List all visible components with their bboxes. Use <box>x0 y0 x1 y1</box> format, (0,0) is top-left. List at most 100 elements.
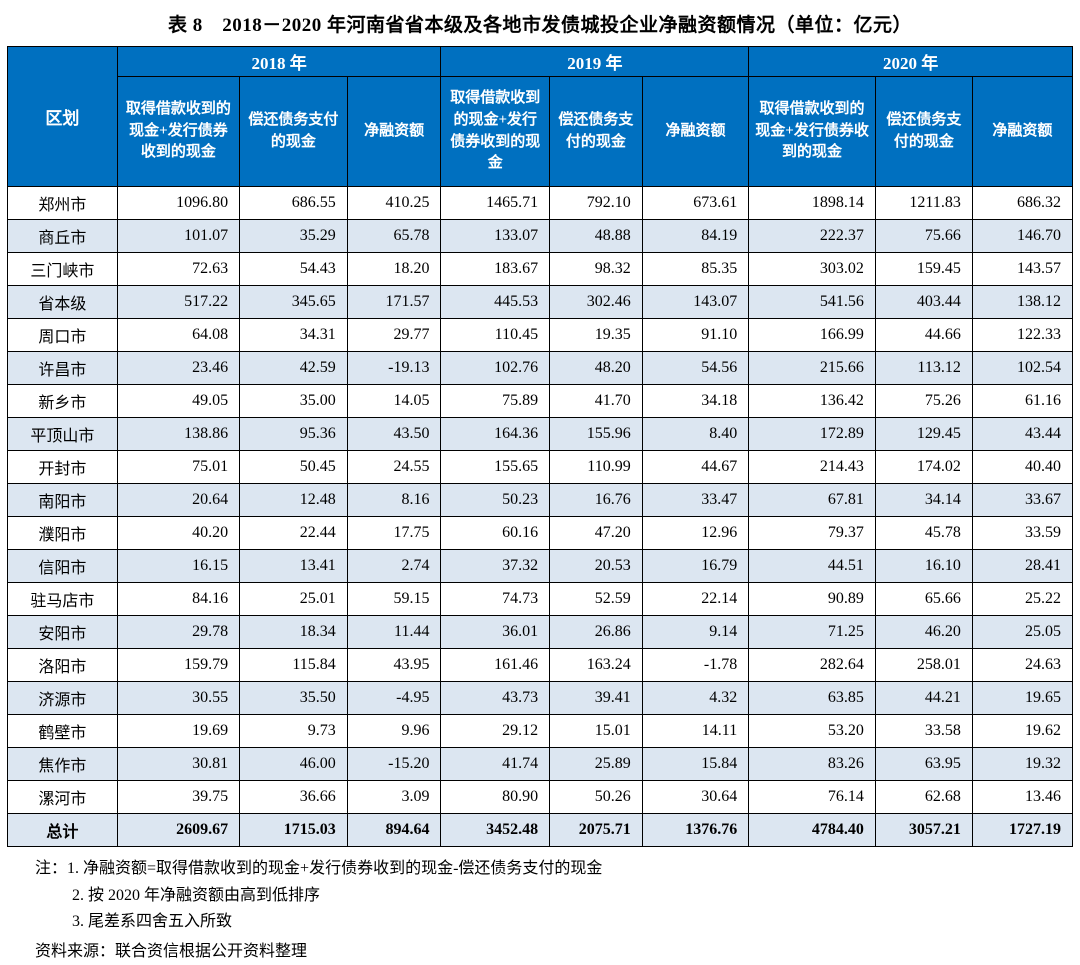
value-cell: 65.66 <box>874 582 973 616</box>
table-row: 郑州市 1096.80 686.55 410.25 1465.71 792.10 673.6… <box>7 186 1074 220</box>
value-cell: 53.20 <box>748 714 876 748</box>
value-cell: 25.01 <box>239 582 348 616</box>
region-cell: 焦作市 <box>7 747 118 781</box>
value-cell: 43.95 <box>346 648 442 682</box>
value-cell: 4.32 <box>641 681 750 715</box>
value-cell: 24.55 <box>346 450 442 484</box>
value-cell: 75.66 <box>874 219 973 253</box>
value-cell: 47.20 <box>549 516 643 550</box>
table-row: 周口市 64.08 34.31 29.77 110.45 19.35 91.10 166.99… <box>7 318 1074 352</box>
column-header-2019-cash-in: 取得借款收到的现金+发行债券收到的现金 <box>440 76 551 187</box>
table-row: 三门峡市 72.63 54.43 18.20 183.67 98.32 85.35 303.0… <box>7 252 1074 286</box>
value-cell: 155.65 <box>440 450 551 484</box>
value-cell: 54.43 <box>239 252 348 286</box>
value-cell: 115.84 <box>239 648 348 682</box>
region-cell: 郑州市 <box>7 186 118 220</box>
value-cell: 17.75 <box>346 516 442 550</box>
table-row: 焦作市 30.81 46.00 -15.20 41.74 25.89 15.84 83.26 6… <box>7 747 1074 781</box>
value-cell: 44.21 <box>874 681 973 715</box>
value-cell: 65.78 <box>346 219 442 253</box>
value-cell: -15.20 <box>346 747 442 781</box>
table-row: 南阳市 20.64 12.48 8.16 50.23 16.76 33.47 67.81 34.… <box>7 483 1074 517</box>
value-cell: 1715.03 <box>239 813 348 847</box>
value-cell: 136.42 <box>748 384 876 418</box>
region-cell: 漯河市 <box>7 780 118 814</box>
value-cell: 16.15 <box>116 549 241 583</box>
value-cell: 166.99 <box>748 318 876 352</box>
value-cell: 1211.83 <box>874 186 973 220</box>
value-cell: 59.15 <box>346 582 442 616</box>
region-cell: 信阳市 <box>7 549 118 583</box>
value-cell: 541.56 <box>748 285 876 319</box>
value-cell: 71.25 <box>748 615 876 649</box>
table-row: 濮阳市 40.20 22.44 17.75 60.16 47.20 12.96 79.37 45… <box>7 516 1074 550</box>
value-cell: 122.33 <box>971 318 1074 352</box>
value-cell: 46.00 <box>239 747 348 781</box>
value-cell: 15.84 <box>641 747 750 781</box>
value-cell: 34.18 <box>641 384 750 418</box>
region-cell: 省本级 <box>7 285 118 319</box>
value-cell: 35.00 <box>239 384 348 418</box>
note-item-3: 3. 尾差系四舍五入所致 <box>72 913 233 931</box>
value-cell: 19.65 <box>971 681 1074 715</box>
value-cell: 36.66 <box>239 780 348 814</box>
column-header-2018-cash-in: 取得借款收到的现金+发行债券收到的现金 <box>116 76 241 187</box>
value-cell: 44.51 <box>748 549 876 583</box>
table-row: 开封市 75.01 50.45 24.55 155.65 110.99 44.67 214.4… <box>7 450 1074 484</box>
total-row: 总计 2609.67 1715.03 894.64 3452.48 2075.71 1376… <box>7 813 1074 847</box>
value-cell: 222.37 <box>748 219 876 253</box>
value-cell: 61.16 <box>971 384 1074 418</box>
value-cell: 84.16 <box>116 582 241 616</box>
table-header: 区划 2018 年 2019 年 2020 年 取得借款收到的现金+发行债券收到… <box>7 46 1074 187</box>
year-header-row: 区划 2018 年 2019 年 2020 年 <box>7 46 1073 187</box>
table-row: 省本级 517.22 345.65 171.57 445.53 302.46 143.07 5… <box>7 285 1074 319</box>
value-cell: 22.44 <box>239 516 348 550</box>
value-cell: 19.32 <box>971 747 1074 781</box>
note-item-2: 2. 按 2020 年净融资额由高到低排序 <box>72 886 321 904</box>
value-cell: 102.54 <box>971 351 1074 385</box>
value-cell: 25.05 <box>971 615 1074 649</box>
value-cell: 1465.71 <box>440 186 551 220</box>
table-row: 漯河市 39.75 36.66 3.09 80.90 50.26 30.64 76.14 62.… <box>7 780 1074 814</box>
value-cell: 39.41 <box>549 681 643 715</box>
value-cell: 3452.48 <box>440 813 551 847</box>
region-cell: 总计 <box>7 813 118 847</box>
value-cell: 34.14 <box>874 483 973 517</box>
value-cell: 76.14 <box>748 780 876 814</box>
value-cell: 26.86 <box>549 615 643 649</box>
region-cell: 济源市 <box>7 681 118 715</box>
value-cell: 41.74 <box>440 747 551 781</box>
column-header-2020-net: 净融资额 <box>971 76 1074 187</box>
table-title: 表 8 2018－2020 年河南省省本级及各地市发债城投企业净融资额情况（单位… <box>167 15 912 36</box>
value-cell: 33.58 <box>874 714 973 748</box>
value-cell: 23.46 <box>116 351 241 385</box>
value-cell: 214.43 <box>748 450 876 484</box>
financing-table: 区划 2018 年 2019 年 2020 年 取得借款收到的现金+发行债券收到… <box>7 46 1074 847</box>
value-cell: 20.64 <box>116 483 241 517</box>
value-cell: 67.81 <box>748 483 876 517</box>
value-cell: 16.76 <box>549 483 643 517</box>
value-cell: 9.14 <box>641 615 750 649</box>
value-cell: 517.22 <box>116 285 241 319</box>
value-cell: 172.89 <box>748 417 876 451</box>
value-cell: 29.12 <box>440 714 551 748</box>
value-cell: 37.32 <box>440 549 551 583</box>
value-cell: 63.85 <box>748 681 876 715</box>
year-header-2018: 2018 年 <box>116 46 442 77</box>
column-header-2019-repayment: 偿还债务支付的现金 <box>549 76 643 187</box>
column-header-2019-net: 净融资额 <box>641 76 750 187</box>
table-row: 新乡市 49.05 35.00 14.05 75.89 41.70 34.18 136.42 7… <box>7 384 1074 418</box>
value-cell: 19.35 <box>549 318 643 352</box>
value-cell: 44.67 <box>641 450 750 484</box>
value-cell: 72.63 <box>116 252 241 286</box>
region-cell: 商丘市 <box>7 219 118 253</box>
value-cell: 80.90 <box>440 780 551 814</box>
value-cell: 50.26 <box>549 780 643 814</box>
value-cell: 3057.21 <box>874 813 973 847</box>
value-cell: 146.70 <box>971 219 1074 253</box>
value-cell: 43.50 <box>346 417 442 451</box>
region-cell: 许昌市 <box>7 351 118 385</box>
value-cell: 20.53 <box>549 549 643 583</box>
notes-block: 注：1. 净融资额=取得借款收到的现金+发行债券收到的现金-偿还债务支付的现金 … <box>7 847 1073 965</box>
year-header-2019: 2019 年 <box>440 46 750 77</box>
